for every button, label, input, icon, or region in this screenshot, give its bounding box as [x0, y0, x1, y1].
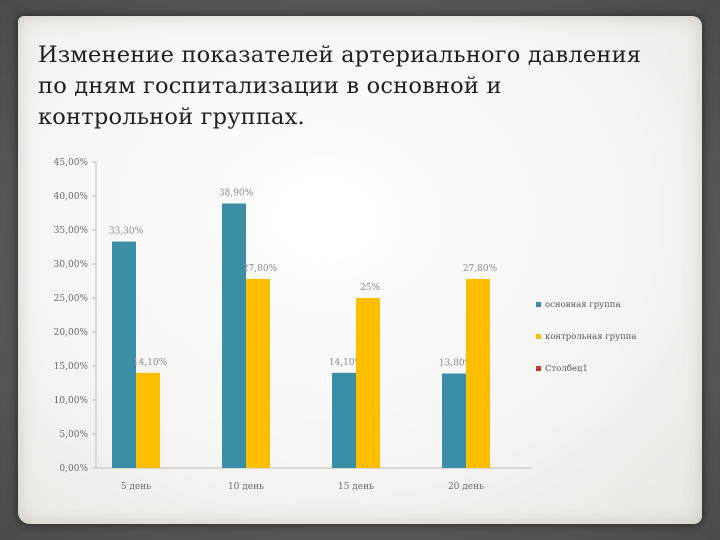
y-tick-label: 10,00% — [54, 396, 89, 406]
bar — [466, 278, 490, 468]
data-label: 14,10% — [133, 358, 168, 368]
data-label: 25% — [360, 283, 380, 293]
legend-label: основная группа — [545, 300, 621, 310]
legend-swatch — [536, 366, 541, 371]
y-tick-label: 40,00% — [54, 192, 89, 202]
x-tick-label: 20 день — [448, 482, 484, 492]
bar — [112, 241, 136, 468]
y-tick-label: 5,00% — [59, 430, 88, 440]
legend-label: Столбец1 — [545, 363, 588, 374]
y-tick-label: 45,00% — [54, 158, 89, 168]
y-tick-label: 0,00% — [59, 464, 88, 474]
data-label: 27,80% — [463, 264, 498, 274]
y-tick-label: 30,00% — [54, 260, 89, 270]
legend-swatch — [536, 334, 541, 339]
slide-title: Изменение показателей артериального давл… — [38, 42, 642, 130]
y-tick-label: 35,00% — [54, 226, 89, 236]
data-label: 13,80% — [439, 358, 474, 368]
data-label: 14,10% — [329, 358, 364, 368]
bar — [442, 373, 466, 468]
legend-swatch — [536, 302, 541, 307]
bar — [332, 372, 356, 468]
legend-label: контрольная группа — [545, 332, 636, 342]
bar — [246, 278, 270, 468]
x-tick-label: 10 день — [228, 482, 264, 492]
bar — [356, 298, 380, 468]
y-tick-label: 20,00% — [54, 328, 89, 338]
bar — [136, 372, 160, 468]
x-tick-label: 5 день — [121, 482, 151, 492]
data-label: 38,90% — [219, 188, 254, 198]
bar — [222, 203, 246, 469]
y-tick-label: 15,00% — [54, 362, 89, 372]
x-tick-label: 15 день — [338, 482, 374, 492]
data-label: 27,80% — [243, 264, 278, 274]
data-label: 33,30% — [109, 227, 144, 237]
y-tick-label: 25,00% — [54, 294, 89, 304]
